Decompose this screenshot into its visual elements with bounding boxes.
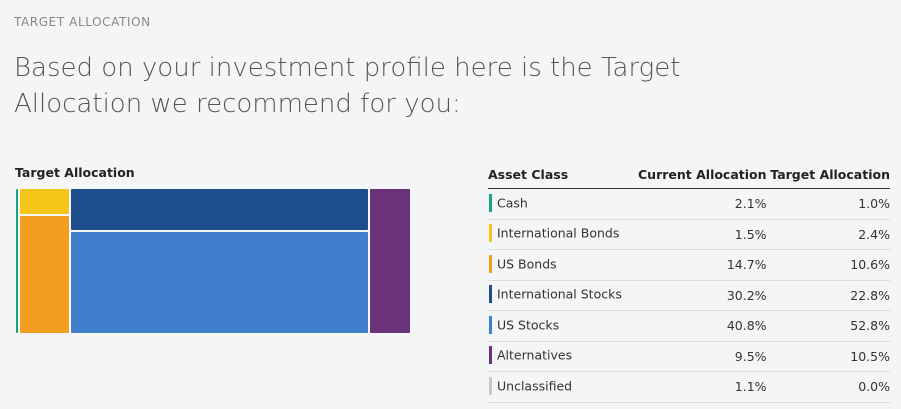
section-label: TARGET ALLOCATION bbox=[14, 15, 151, 29]
asset-class-label: Unclassified bbox=[497, 378, 573, 394]
asset-class-label: Cash bbox=[497, 195, 528, 211]
asset-class-label: International Stocks bbox=[497, 286, 622, 302]
color-swatch bbox=[489, 193, 492, 212]
color-swatch bbox=[489, 285, 492, 304]
target-allocation-cell: 1.0% bbox=[766, 188, 890, 220]
international-bonds-tile bbox=[19, 189, 70, 214]
us-stocks-tile bbox=[71, 232, 369, 333]
table-row: Alternatives 9.5% 10.5% bbox=[488, 341, 890, 372]
us-bonds-tile bbox=[19, 215, 70, 333]
color-swatch bbox=[489, 346, 492, 365]
table-row: Unclassified 1.1% 0.0% bbox=[488, 371, 890, 403]
asset-class-cell: International Stocks bbox=[488, 280, 638, 311]
cash-tile bbox=[16, 189, 18, 333]
target-allocation-cell: 10.5% bbox=[766, 341, 890, 372]
current-allocation-cell: 9.5% bbox=[638, 341, 767, 372]
header-current-allocation: Current Allocation bbox=[638, 160, 767, 189]
target-allocation-cell: 10.6% bbox=[766, 249, 890, 281]
color-swatch bbox=[489, 376, 492, 395]
target-allocation-cell: 2.4% bbox=[766, 219, 890, 250]
header-asset-class: Asset Class bbox=[488, 160, 638, 189]
asset-class-cell: US Bonds bbox=[488, 249, 638, 281]
international-stocks-tile bbox=[71, 189, 369, 231]
headline: Based on your investment profile here is… bbox=[14, 53, 681, 119]
color-swatch bbox=[489, 224, 492, 243]
chart-title: Target Allocation bbox=[15, 165, 135, 180]
asset-class-label: International Bonds bbox=[497, 225, 620, 241]
target-allocation-cell: 52.8% bbox=[766, 310, 890, 342]
target-allocation-treemap bbox=[16, 189, 412, 333]
alternatives-tile bbox=[370, 189, 410, 333]
asset-class-label: US Stocks bbox=[497, 317, 560, 333]
current-allocation-cell: 2.1% bbox=[638, 188, 767, 220]
current-allocation-cell: 30.2% bbox=[638, 280, 767, 311]
color-swatch bbox=[489, 254, 492, 273]
asset-class-cell: Alternatives bbox=[488, 341, 638, 372]
asset-class-label: Alternatives bbox=[497, 347, 573, 363]
asset-class-cell: Cash bbox=[488, 188, 638, 220]
current-allocation-cell: 14.7% bbox=[638, 249, 767, 281]
header-target-allocation: Target Allocation bbox=[766, 160, 890, 189]
table-header-row: Asset Class Current Allocation Target Al… bbox=[488, 160, 890, 189]
current-allocation-cell: 1.1% bbox=[638, 371, 767, 403]
target-allocation-cell: 22.8% bbox=[766, 280, 890, 311]
table-row: Cash 2.1% 1.0% bbox=[488, 188, 890, 220]
current-allocation-cell: 1.5% bbox=[638, 219, 767, 250]
table-row: US Bonds 14.7% 10.6% bbox=[488, 249, 890, 281]
allocation-table: Asset Class Current Allocation Target Al… bbox=[488, 160, 890, 403]
asset-class-label: US Bonds bbox=[497, 256, 557, 272]
table-row: International Bonds 1.5% 2.4% bbox=[488, 219, 890, 250]
asset-class-cell: Unclassified bbox=[488, 371, 638, 403]
asset-class-cell: International Bonds bbox=[488, 219, 638, 250]
target-allocation-cell: 0.0% bbox=[766, 371, 890, 403]
color-swatch bbox=[489, 315, 492, 334]
table-row: International Stocks 30.2% 22.8% bbox=[488, 280, 890, 311]
current-allocation-cell: 40.8% bbox=[638, 310, 767, 342]
table-row: US Stocks 40.8% 52.8% bbox=[488, 310, 890, 342]
asset-class-cell: US Stocks bbox=[488, 310, 638, 342]
